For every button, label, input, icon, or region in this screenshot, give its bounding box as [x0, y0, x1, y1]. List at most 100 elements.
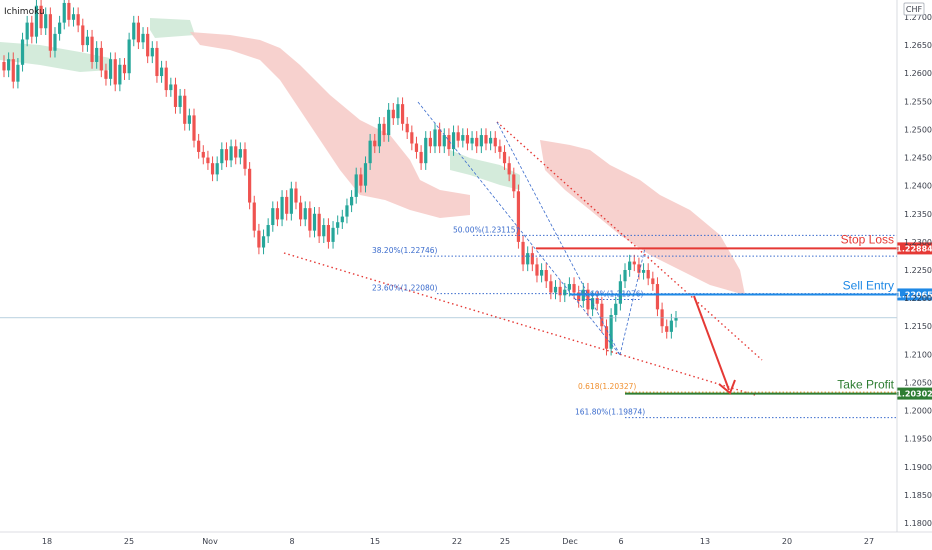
stop-loss-price-tag: [897, 242, 932, 255]
candle: [187, 108, 191, 131]
candle: [183, 88, 187, 131]
y-tick-label: 1.21500: [904, 322, 932, 331]
candle: [118, 58, 122, 92]
candle: [20, 32, 25, 72]
candle-body: [76, 14, 80, 26]
take-profit-price-text: 1.20302: [896, 390, 932, 399]
x-tick-label: Dec: [562, 537, 577, 546]
candle: [201, 145, 205, 165]
candle: [535, 257, 539, 283]
candle: [16, 58, 20, 89]
candle: [164, 60, 168, 97]
candle: [414, 136, 419, 159]
candle: [155, 41, 159, 83]
candle-body: [16, 64, 20, 82]
candle-body: [62, 2, 66, 23]
candle: [178, 88, 182, 114]
candle: [62, 0, 66, 30]
candle-body: [99, 47, 103, 71]
candle: [159, 60, 164, 83]
y-tick-label: 1.25500: [904, 97, 932, 106]
candle-body: [489, 137, 493, 144]
candle: [150, 41, 154, 64]
candle-body: [238, 149, 242, 158]
y-tick-label: 1.27000: [904, 13, 932, 22]
candle-body: [419, 151, 423, 164]
candle: [336, 215, 340, 235]
candle: [651, 271, 655, 291]
candle: [132, 15, 136, 47]
arrow-shaft: [693, 295, 730, 391]
candle: [433, 122, 437, 154]
y-tick-label: 1.26000: [904, 69, 932, 78]
candle: [637, 257, 641, 280]
candle-body: [118, 64, 122, 85]
candle: [646, 263, 650, 286]
candle: [424, 131, 428, 170]
candle: [530, 246, 534, 272]
candle: [553, 280, 558, 300]
candle-body: [53, 33, 57, 51]
fib-swing-3: [619, 247, 646, 356]
candle-body: [498, 146, 502, 152]
arrow-head: [718, 379, 736, 395]
candle-body: [173, 84, 178, 107]
candle-body: [484, 135, 488, 144]
candle: [461, 128, 465, 148]
candle-body: [535, 264, 539, 276]
candle: [90, 29, 94, 69]
candle: [405, 117, 409, 140]
y-tick-label: 1.19500: [904, 435, 932, 444]
candle-body: [280, 196, 284, 220]
candle: [280, 190, 284, 227]
candle: [99, 41, 103, 78]
candle-body: [44, 14, 48, 29]
candle: [39, 0, 43, 35]
candle-body: [326, 225, 331, 242]
candle: [261, 229, 266, 255]
candle: [354, 167, 358, 204]
candle: [7, 52, 11, 78]
candle-body: [39, 5, 43, 29]
candle-body: [442, 135, 446, 147]
candle: [558, 280, 562, 303]
fib-level-label: 38.20%(1.22746): [372, 246, 438, 255]
candle: [665, 319, 669, 339]
candle-body: [461, 135, 465, 141]
candle-body: [2, 61, 6, 71]
candle-body: [558, 286, 562, 296]
candle-body: [623, 270, 627, 282]
y-tick-label: 1.26500: [904, 41, 932, 50]
candle: [2, 55, 6, 78]
candle: [285, 190, 289, 221]
candle-body: [220, 149, 224, 164]
candle: [382, 117, 386, 142]
candle-body: [206, 157, 210, 164]
candle: [526, 246, 530, 272]
candle: [447, 128, 451, 156]
candle-body: [433, 129, 437, 147]
candle-body: [215, 163, 219, 175]
candle-body: [553, 286, 558, 293]
candle-body: [655, 284, 660, 310]
currency-badge: [903, 2, 925, 16]
candle-body: [85, 36, 90, 46]
candles: [2, 0, 678, 356]
candle: [210, 156, 215, 182]
candle-body: [90, 36, 94, 62]
candle: [76, 7, 80, 33]
candle-body: [438, 129, 442, 147]
candle-body: [632, 261, 636, 265]
candle: [567, 277, 572, 297]
candle: [44, 7, 48, 35]
candle-body: [609, 314, 613, 349]
candle: [271, 201, 275, 232]
x-tick-label: 18: [42, 537, 52, 546]
candle: [67, 0, 71, 27]
fib-level-label: 50.00%(1.23115): [453, 225, 519, 234]
y-tick-label: 1.20000: [904, 407, 932, 416]
candle: [331, 221, 335, 249]
candle: [308, 201, 312, 238]
